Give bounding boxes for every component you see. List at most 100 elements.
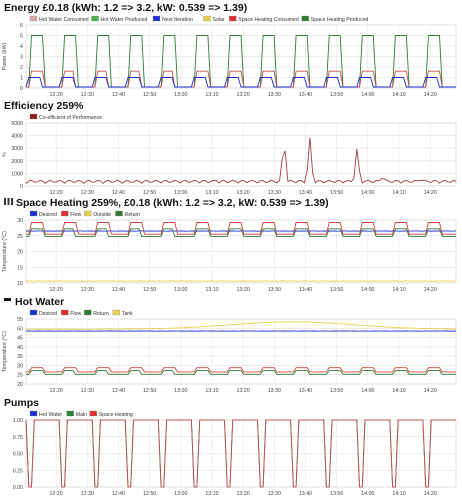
y-tick-label: 1.00 [13,418,23,424]
hot-water-chart: Desired Flow Return Tank 20 25 30 35 40 45 50 55 12:… [0,308,462,396]
y-tick-label: 2000 [11,159,23,165]
x-tick-label: 14:20 [424,388,437,394]
x-tick-label: 14:20 [424,190,437,196]
series-line [25,419,456,488]
y-axis-label: % [2,152,8,157]
legend-label: Tank [122,311,133,317]
y-tick-label: 0 [20,184,23,190]
x-tick-label: 13:00 [174,491,187,497]
radiator-icon [4,197,13,209]
x-tick-label: 14:20 [424,92,437,98]
x-tick-label: 12:40 [112,92,125,98]
x-tick-label: 12:30 [81,92,94,98]
legend-label: Return [125,212,141,218]
section-title-energy: Energy £0.18 (kWh: 1.2 => 3.2, kW: 0.539… [4,2,248,14]
x-tick-label: 12:30 [81,491,94,497]
y-tick-label: 4 [20,44,23,50]
x-tick-label: 13:30 [268,388,281,394]
y-tick-label: 0.00 [13,485,23,491]
x-tick-label: 14:00 [361,491,374,497]
x-tick-label: 12:20 [49,190,62,196]
x-tick-label: 12:50 [143,190,156,196]
series-line [26,228,456,237]
x-tick-label: 13:50 [330,491,343,497]
y-tick-label: 30 [17,363,23,369]
x-tick-label: 13:30 [268,190,281,196]
x-tick-label: 13:20 [237,388,250,394]
x-tick-label: 12:40 [112,287,125,293]
y-tick-label: 45 [17,336,23,342]
y-tick-label: 1000 [11,171,23,177]
legend-swatch [29,15,38,22]
hot-water-title-text: Hot Water [15,296,65,308]
x-tick-label: 13:10 [205,491,218,497]
section-title-efficiency: Efficiency 259% [4,100,84,112]
y-tick-label: 0.25 [13,468,23,474]
x-tick-label: 13:10 [205,190,218,196]
x-tick-label: 14:00 [361,287,374,293]
space-heating-chart: Desired Flow Outside Return 10 15 20 25 30 12:20 1… [0,209,462,295]
legend-swatch [112,309,120,316]
y-tick-label: 1 [20,76,23,82]
energy-chart: Hot Water Consumed Hot Water Produced Next… [0,14,462,100]
x-tick-label: 13:50 [330,92,343,98]
tap-icon [4,296,12,308]
legend-swatch [89,410,97,417]
legend-swatch [203,15,211,22]
x-tick-label: 13:00 [174,287,187,293]
x-tick-label: 12:30 [81,388,94,394]
legend-swatch [29,210,38,217]
x-tick-label: 14:20 [424,287,437,293]
x-tick-label: 12:20 [49,92,62,98]
y-tick-label: 0.50 [13,452,23,458]
series-line [25,137,457,184]
space-heating-title-text: Space Heating 259%, £0.18 (kWh: 1.2 => 3… [16,197,329,209]
y-axis-label: Temperature (°C) [2,231,8,272]
x-tick-label: 13:30 [268,491,281,497]
pumps-chart: Hot Water Main Space Heating 0.00 0.25 0.50 0.… [0,409,462,499]
x-tick-label: 13:00 [174,190,187,196]
legend-swatch [152,15,161,22]
legend-label: Hot Water Produced [101,17,148,23]
plot-area [25,122,457,187]
legend-swatch [84,309,92,316]
legend-label: Outside [93,212,111,218]
efficiency-chart-svg: Co-efficient of Performance 0 1000 2000 3000… [2,113,457,196]
x-tick-label: 12:30 [81,190,94,196]
x-tick-label: 14:10 [392,491,405,497]
y-axis-label: Power (kW) [2,42,8,70]
plot-area [25,318,457,385]
x-tick-label: 13:20 [237,287,250,293]
x-tick-label: 12:30 [81,287,94,293]
legend-swatch [229,15,237,22]
legend-swatch [29,309,38,316]
efficiency-chart: Co-efficient of Performance 0 1000 2000 3000… [0,112,462,198]
y-axis-label: Temperature (°C) [2,331,8,372]
series-line [26,367,456,373]
legend-label: Hot Water Consumed [39,17,89,23]
y-tick-label: 30 [17,218,23,224]
legend-label: Flow [70,311,81,317]
y-tick-label: 0.75 [13,435,23,441]
y-tick-label: 50 [17,326,23,332]
x-tick-label: 13:00 [174,92,187,98]
y-tick-label: 40 [17,345,23,351]
y-tick-label: 0 [20,86,23,92]
y-tick-label: 20 [17,382,23,388]
y-tick-label: 20 [17,250,23,256]
legend-swatch [61,309,69,316]
legend-swatch [66,410,74,417]
legend-swatch [61,210,69,217]
legend-label: Next Iteration [162,17,193,23]
x-tick-label: 13:20 [237,491,250,497]
x-tick-label: 14:10 [392,388,405,394]
legend-swatch [115,210,123,217]
x-tick-label: 13:10 [205,92,218,98]
x-tick-label: 13:40 [299,92,312,98]
legend-label: Main [76,412,87,418]
x-tick-label: 13:40 [299,190,312,196]
y-tick-label: 5000 [11,121,23,127]
legend-swatch [29,113,38,120]
hot-water-chart-svg: Desired Flow Return Tank 20 25 30 35 40 45 50 55 12:… [2,309,457,394]
y-tick-label: 25 [17,373,23,379]
